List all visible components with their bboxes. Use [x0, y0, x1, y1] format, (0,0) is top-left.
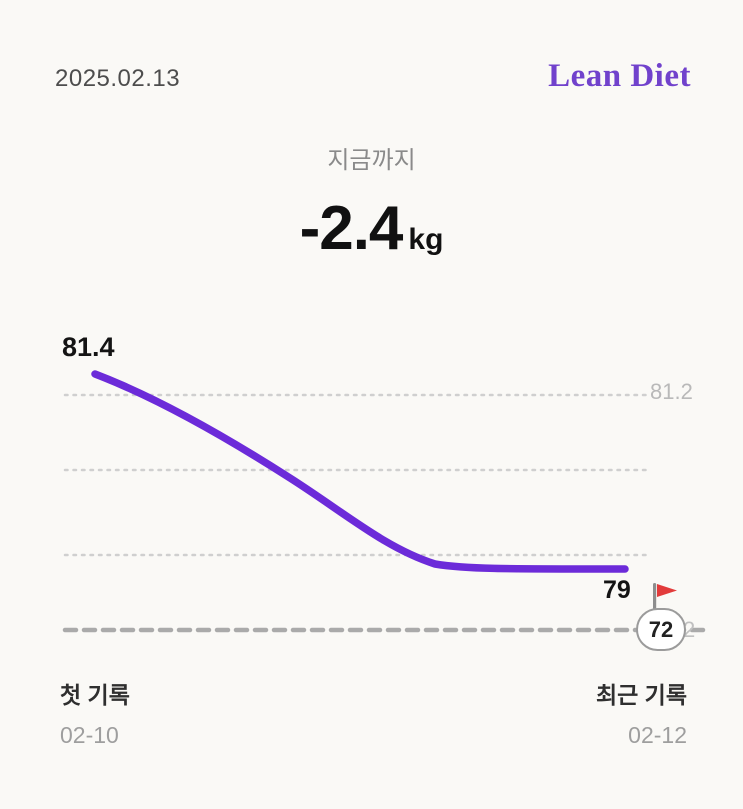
recent-record-date: 02-12 — [628, 722, 687, 748]
period-label: 지금까지 — [327, 147, 416, 174]
header: 2025.02.13 Lean Diet — [55, 58, 691, 95]
red-flag-icon — [653, 583, 677, 615]
weight-trend-chart: 81.4 81.2 79 2 72 — [0, 330, 743, 680]
recent-record-block: 최근 기록 02-12 — [596, 676, 687, 749]
weight-change-value: -2.4 — [299, 194, 404, 263]
chart-canvas — [62, 370, 711, 633]
goal-weight-badge: 72 — [636, 608, 686, 651]
goal-line-partial-label: 2 — [683, 617, 696, 642]
first-record-date: 02-10 — [60, 722, 119, 748]
recent-record-label: 최근 기록 — [595, 682, 687, 708]
weight-change: -2.4 kg — [0, 193, 743, 264]
summary-section: 지금까지 -2.4 kg — [0, 140, 743, 264]
weight-change-unit: kg — [408, 223, 444, 256]
trend-line — [91, 370, 629, 573]
start-weight-label: 81.4 — [62, 332, 115, 362]
footer: 첫 기록 02-10 최근 기록 02-12 — [60, 676, 687, 749]
first-record-block: 첫 기록 02-10 — [60, 676, 130, 749]
date-text: 2025.02.13 — [55, 65, 181, 92]
first-record-label: 첫 기록 — [60, 682, 130, 708]
app-logo: Lean Diet — [548, 58, 691, 94]
current-weight-label: 79 — [603, 576, 631, 604]
right-axis-label: 81.2 — [650, 379, 693, 404]
